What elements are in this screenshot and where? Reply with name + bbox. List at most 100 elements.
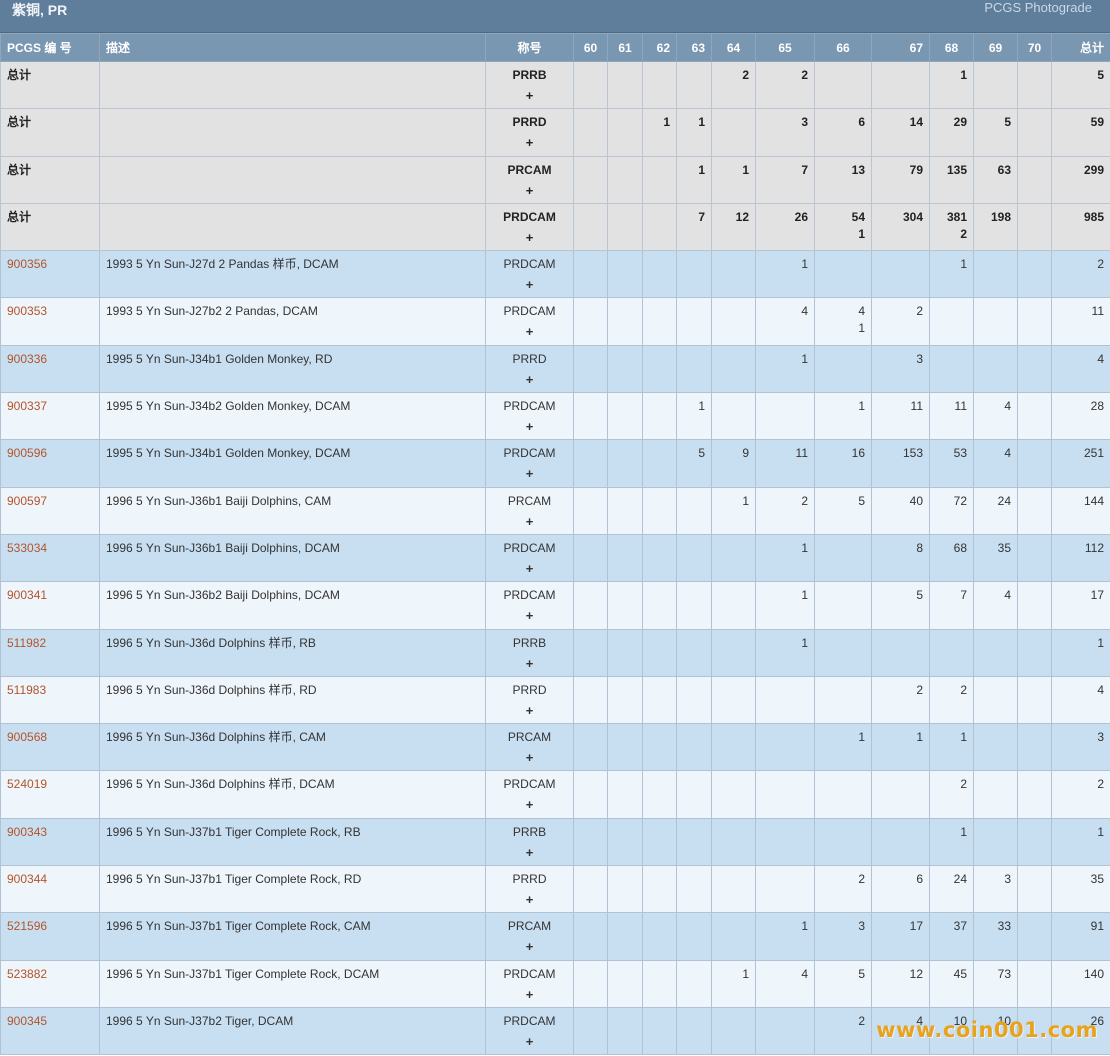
totals-row: 总计 PRCAM +1 1 7 13 79 135 63 299 [0, 155, 1110, 204]
col-grade-header[interactable]: 64 [711, 33, 756, 62]
grade-count-cell [573, 297, 608, 346]
plus-toggle[interactable]: + [525, 844, 534, 860]
col-grade-header[interactable]: 70 [1017, 33, 1052, 62]
plus-toggle[interactable]: + [525, 277, 534, 293]
grade-count-cell: 4 [755, 297, 815, 346]
plus-toggle[interactable]: + [525, 419, 534, 435]
row-total: 299 [1051, 155, 1110, 204]
grade-count-cell [642, 155, 677, 204]
grade-count-cell [814, 344, 872, 394]
col-grade-header[interactable]: 69 [973, 33, 1018, 62]
pcgs-number-link[interactable]: 900344 [0, 865, 100, 914]
col-grade-header[interactable]: 65 [755, 33, 815, 62]
pcgs-number-link[interactable]: 900597 [0, 486, 100, 535]
col-desc-header[interactable]: 描述 [99, 33, 486, 62]
pcgs-number-link[interactable]: 900353 [0, 297, 100, 346]
col-grade-header[interactable]: 60 [573, 33, 608, 62]
table-row: 533034 1996 5 Yn Sun-J36b1 Baiji Dolphins… [0, 533, 1110, 583]
plus-toggle[interactable]: + [525, 1033, 534, 1049]
designation-cell: PRRD + [485, 108, 574, 157]
col-designation-header[interactable]: 称号 [485, 33, 574, 62]
grade-count-cell: 73 [973, 959, 1018, 1008]
grade-count: 1 [742, 162, 749, 177]
col-grade-header[interactable]: 62 [642, 33, 677, 62]
plus-toggle[interactable]: + [525, 229, 534, 245]
pcgs-number-link[interactable]: 900596 [0, 439, 100, 488]
plus-toggle[interactable]: + [525, 750, 534, 766]
grade-count-cell [871, 770, 930, 819]
designation-cell: PRCAM + [485, 723, 574, 772]
plus-toggle[interactable]: + [525, 702, 534, 718]
coin-description: 1996 5 Yn Sun-J37b1 Tiger Complete Rock,… [99, 865, 486, 914]
pcgs-number-link[interactable]: 523882 [0, 959, 100, 1008]
col-grade-header[interactable]: 61 [607, 33, 643, 62]
grade-count-cell [573, 250, 608, 299]
pcgs-number-link[interactable]: 900336 [0, 344, 100, 394]
grade-count: 1 [801, 919, 808, 934]
grade-count-cell [973, 675, 1018, 725]
plus-toggle[interactable]: + [525, 892, 534, 908]
grade-count-cell [973, 770, 1018, 819]
col-grade-header[interactable]: 68 [929, 33, 974, 62]
grade-count: 26 [794, 209, 808, 224]
col-grade-header[interactable]: 66 [814, 33, 872, 62]
grade-count-cell [607, 675, 643, 725]
grade-count-cell [1017, 155, 1052, 204]
grade-count: 7 [801, 162, 808, 177]
photograde-link[interactable]: PCGS Photograde [984, 0, 1092, 15]
pcgs-number-link[interactable]: 900345 [0, 1006, 100, 1056]
pcgs-number-link[interactable]: 524019 [0, 770, 100, 819]
pcgs-number-link[interactable]: 900337 [0, 392, 100, 441]
plus-toggle[interactable]: + [525, 371, 534, 387]
grade-count: 1 [960, 824, 967, 839]
grade-count-cell [573, 959, 608, 1008]
plus-toggle[interactable]: + [525, 939, 534, 955]
grade-count-cell: 1 [755, 628, 815, 677]
grade-count-cell [573, 865, 608, 914]
grade-count-cell [814, 770, 872, 819]
row-total: 35 [1051, 865, 1110, 914]
plus-toggle[interactable]: + [525, 135, 534, 151]
plus-toggle[interactable]: + [525, 797, 534, 813]
plus-toggle[interactable]: + [525, 655, 534, 671]
table-row: 900597 1996 5 Yn Sun-J36b1 Baiji Dolphins… [0, 486, 1110, 535]
pcgs-number-link[interactable]: 900568 [0, 723, 100, 772]
plus-toggle[interactable]: + [525, 324, 534, 340]
plus-toggle[interactable]: + [525, 513, 534, 529]
col-total-header[interactable]: 总计 [1051, 33, 1110, 62]
grade-count-cell [573, 439, 608, 488]
totals-label: 总计 [0, 60, 100, 110]
plus-toggle[interactable]: + [525, 560, 534, 576]
grade-count-cell: 2 [871, 297, 930, 346]
plus-toggle[interactable]: + [525, 88, 534, 103]
grade-count-cell: 1 [755, 581, 815, 630]
pcgs-number-link[interactable]: 900356 [0, 250, 100, 299]
grade-count: 4 [801, 966, 808, 981]
pcgs-number-link[interactable]: 900343 [0, 817, 100, 867]
pcgs-number-link[interactable]: 511982 [0, 628, 100, 677]
pcgs-number-link[interactable]: 521596 [0, 912, 100, 961]
grade-count-cell: 1 [755, 533, 815, 583]
plus-toggle[interactable]: + [525, 466, 534, 482]
pcgs-number-link[interactable]: 900341 [0, 581, 100, 630]
grade-count-cell [642, 959, 677, 1008]
grade-count-cell [973, 60, 1018, 110]
grade-count-cell [642, 865, 677, 914]
pcgs-number-link[interactable]: 511983 [0, 675, 100, 725]
grade-count-cell [1017, 675, 1052, 725]
grade-count-cell [573, 108, 608, 157]
plus-toggle[interactable]: + [525, 608, 534, 624]
plus-toggle[interactable]: + [525, 182, 534, 198]
col-grade-header[interactable]: 63 [676, 33, 712, 62]
grade-count: 3 [858, 919, 865, 934]
col-grade-header[interactable]: 67 [871, 33, 930, 62]
grade-count-cell [573, 1006, 608, 1056]
col-pcgs-header[interactable]: PCGS 编 号 [0, 33, 100, 62]
plus-toggle[interactable]: + [525, 986, 534, 1002]
grade-count-cell: 1 [929, 723, 974, 772]
grade-count-cell [1017, 770, 1052, 819]
grade-count-cell: 6 [814, 108, 872, 157]
pcgs-number-link[interactable]: 533034 [0, 533, 100, 583]
grade-count: 198 [990, 209, 1011, 224]
grade-count: 29 [953, 115, 967, 130]
